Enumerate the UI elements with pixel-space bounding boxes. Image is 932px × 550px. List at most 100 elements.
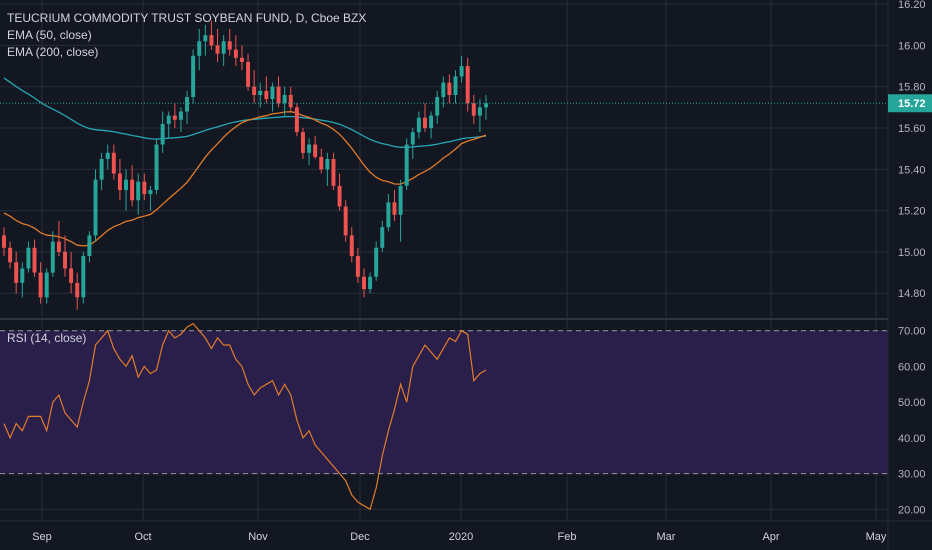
candle-body [343,206,348,236]
candle-body [166,115,171,124]
last-price-label: 15.72 [898,98,926,110]
candle-body [300,132,305,153]
candle-body [276,86,281,104]
candle-body [136,181,141,201]
candle-body [32,247,37,273]
candle-body [264,90,269,100]
candle-body [484,103,488,108]
candle-body [117,173,122,190]
candle-body [392,202,397,215]
price-tick-label: 15.40 [898,164,926,176]
candle-body [404,144,409,186]
price-tick-label: 16.20 [898,0,926,11]
time-tick-label: Nov [248,531,268,543]
candle-body [124,179,129,190]
candle-body [87,235,92,257]
price-tick-label: 15.80 [898,82,926,94]
time-tick-label: Dec [350,531,370,543]
price-tick-label: 14.80 [898,288,926,300]
candle-body [105,152,110,159]
rsi-tick-label: 70.00 [898,326,926,338]
candle-body [14,262,19,283]
last-price-badge [888,94,932,113]
candle-body [178,111,183,120]
candle-body [63,251,67,269]
ema-lines [3,77,487,247]
rsi-legend: RSI (14, close) [7,331,87,345]
candle-body [185,97,190,112]
candle-body [386,202,391,228]
candle-body [142,181,147,195]
candle-body [325,159,330,170]
time-tick-label: Mar [657,531,676,543]
candle-body [361,276,366,290]
candle-body [477,107,482,116]
rsi-tick-label: 60.00 [898,361,926,373]
candle-body [2,235,6,248]
candle-body [337,185,342,207]
candle-body [148,189,153,195]
candlestick-series [0,20,888,310]
candle-body [172,115,177,120]
time-tick-label: Apr [762,531,779,543]
candle-body [331,159,336,186]
candle-body [221,41,226,54]
candle-body [233,49,238,58]
rsi-line [3,322,487,511]
price-tick-label: 15.00 [898,247,926,259]
candle-body [429,115,434,129]
rsi-tick-label: 50.00 [898,397,926,409]
candle-body [20,268,25,283]
candle-body [239,57,244,62]
price-tick-label: 15.60 [898,123,926,135]
time-tick-label: 2020 [449,531,473,543]
price-tick-label: 15.20 [898,206,926,218]
ema200-legend: EMA (200, close) [7,45,99,59]
candle-body [465,66,470,104]
candle-body [99,159,104,180]
candle-body [294,107,299,133]
candle-body [380,227,385,248]
candle-body [355,256,360,277]
candle-body [368,276,373,290]
candle-body [441,82,446,98]
candle-body [227,41,232,50]
ema50-legend: EMA (50, close) [7,28,92,42]
candle-body [154,144,159,190]
candle-body [410,132,415,145]
candle-body [374,247,379,277]
price-tick-label: 16.00 [898,40,926,52]
candle-body [50,241,55,273]
rsi-tick-label: 30.00 [898,469,926,481]
candle-body [288,94,293,108]
candle-body [307,144,312,153]
candle-body [416,117,421,133]
candle-body [398,185,403,215]
rsi-tick-label: 20.00 [898,504,926,516]
candle-body [258,90,263,95]
ema50-line [3,111,487,247]
candle-body [215,45,220,54]
candle-body [349,235,354,257]
candle-body [197,41,202,56]
chart-title: TEUCRIUM COMMODITY TRUST SOYBEAN FUND, D… [7,11,367,25]
candle-body [81,256,86,298]
candle-body [69,268,74,283]
candle-body [44,272,49,298]
candle-body [203,35,208,42]
candle-body [471,103,476,116]
candle-body [130,179,135,201]
time-tick-label: Oct [134,531,151,543]
candle-body [435,97,440,116]
candle-body [93,179,98,236]
candle-body [26,247,31,269]
candle-body [423,117,427,129]
candle-body [282,94,287,104]
time-tick-label: May [866,531,887,543]
time-tick-label: Sep [32,531,52,543]
candle-body [75,282,80,298]
candle-body [209,35,214,46]
candle-body [8,247,13,263]
